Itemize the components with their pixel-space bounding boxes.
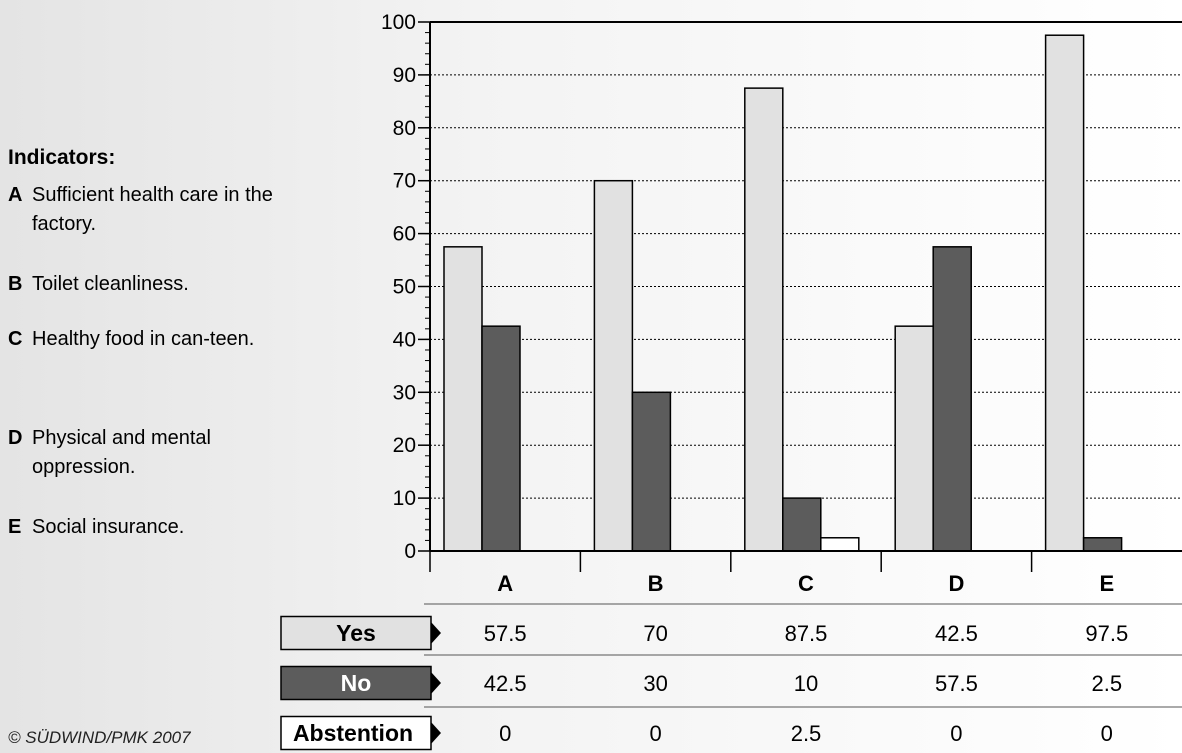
indicator-text: Physical and mental oppression. <box>32 427 211 478</box>
table-cell-no: 2.5 <box>1092 671 1123 696</box>
table-cell-no: 10 <box>794 671 818 696</box>
y-tick-label: 0 <box>404 540 416 563</box>
table-cell-no: 42.5 <box>484 671 527 696</box>
indicator-letter: C <box>8 328 23 350</box>
y-tick-label: 20 <box>393 434 416 457</box>
table-cell-yes: 57.5 <box>484 621 527 646</box>
bar-no-e <box>1082 537 1123 552</box>
bar-abstention-c <box>820 537 860 552</box>
x-tick-label: C <box>798 571 814 596</box>
indicator-letter: B <box>8 273 23 295</box>
indicator-c: C Healthy food in can-teen. <box>8 325 308 354</box>
table-cell-abstention: 2.5 <box>791 721 822 746</box>
bar-yes-d <box>894 325 934 552</box>
series-key-label: No <box>341 670 372 696</box>
y-tick-label: 40 <box>393 328 416 351</box>
table-cell-yes: 70 <box>643 621 667 646</box>
y-tick-label: 30 <box>393 381 416 404</box>
bar-no-a <box>481 325 521 552</box>
bar-no-c <box>782 497 822 552</box>
y-tick-label: 10 <box>393 487 416 510</box>
y-tick-label: 60 <box>393 223 416 246</box>
series-key-abstention <box>280 715 432 751</box>
series-key-arrow <box>431 722 441 744</box>
series-key-arrow <box>431 622 441 644</box>
table-cell-yes: 42.5 <box>935 621 978 646</box>
series-key-label: Yes <box>336 620 376 646</box>
bar-yes-a <box>443 246 483 552</box>
table-cell-no: 57.5 <box>935 671 978 696</box>
table-cell-abstention: 0 <box>1101 721 1113 746</box>
y-tick-label: 70 <box>393 170 416 193</box>
indicator-e: E Social insurance. <box>8 513 308 542</box>
x-tick-label: A <box>497 571 513 596</box>
indicator-b: B Toilet cleanliness. <box>8 270 308 299</box>
table-cell-abstention: 0 <box>649 721 661 746</box>
table-cell-abstention: 0 <box>499 721 511 746</box>
y-tick-label: 50 <box>393 276 416 299</box>
table-cell-abstention: 0 <box>950 721 962 746</box>
x-tick-label: B <box>648 571 664 596</box>
y-tick-label: 80 <box>393 117 416 140</box>
indicator-text: Toilet cleanliness. <box>32 273 189 295</box>
indicator-letter: E <box>8 516 22 538</box>
bar-yes-e <box>1044 34 1085 552</box>
indicator-letter: D <box>8 427 23 449</box>
y-tick-label: 100 <box>381 11 416 34</box>
bar-yes-c <box>744 87 784 552</box>
indicator-text: Healthy food in can-teen. <box>32 328 255 350</box>
indicator-a: A Sufficient health care in the factory. <box>8 181 308 239</box>
table-cell-no: 30 <box>643 671 667 696</box>
table-cell-yes: 87.5 <box>785 621 828 646</box>
indicator-letter: A <box>8 184 23 206</box>
legend-title: Indicators: <box>8 146 116 169</box>
bar-no-d <box>932 246 972 552</box>
bar-no-b <box>631 391 672 552</box>
x-tick-label: E <box>1099 571 1114 596</box>
y-tick-label: 90 <box>393 64 416 87</box>
table-cell-yes: 97.5 <box>1085 621 1128 646</box>
indicator-text: Social insurance. <box>32 516 185 538</box>
indicator-d: D Physical and mental oppression. <box>8 424 308 482</box>
series-key-label: Abstention <box>293 720 413 746</box>
x-tick-label: D <box>948 571 964 596</box>
series-key-arrow <box>431 672 441 694</box>
copyright-credit: © SÜDWIND/PMK 2007 <box>8 728 191 747</box>
series-key-yes <box>280 615 432 651</box>
bar-yes-b <box>593 179 634 552</box>
indicator-text: Sufficient health care in the factory. <box>32 184 273 235</box>
